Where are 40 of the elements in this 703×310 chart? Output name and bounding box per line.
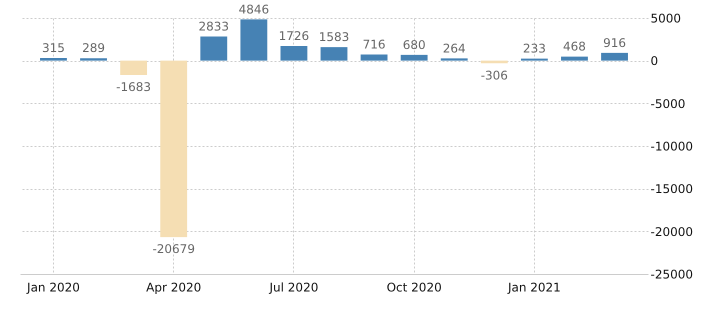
- y-tick-label: -20000: [650, 224, 694, 239]
- data-label: 2833: [198, 19, 230, 34]
- data-label: 1726: [278, 28, 310, 43]
- bar: [400, 54, 428, 61]
- bar: [120, 60, 148, 76]
- y-tick-label: -15000: [650, 182, 694, 196]
- x-tick-label: Jan 2020: [26, 280, 80, 294]
- bar: [40, 58, 67, 61]
- data-label: 233: [522, 42, 546, 56]
- x-tick-label: Jan 2021: [506, 280, 561, 294]
- data-label: -1683: [116, 80, 152, 94]
- bar: [160, 60, 188, 238]
- bar: [240, 19, 268, 61]
- data-label: 315: [42, 40, 65, 55]
- y-tick-label: 0: [650, 54, 658, 68]
- data-label: 1583: [318, 30, 350, 44]
- x-tick-label: Apr 2020: [146, 280, 202, 294]
- data-label: 4846: [238, 2, 270, 16]
- data-label: -306: [480, 68, 508, 82]
- bar: [80, 58, 107, 61]
- data-label: 916: [603, 36, 626, 50]
- data-label: 716: [362, 38, 386, 52]
- y-tick-label: -5000: [650, 96, 686, 111]
- y-tick-label: -10000: [650, 140, 694, 154]
- bar: [200, 36, 228, 61]
- y-tick-label: 5000: [650, 12, 682, 26]
- x-tick-label: Jul 2020: [268, 280, 318, 294]
- bar: [280, 46, 308, 61]
- y-tick-label: -25000: [650, 268, 694, 282]
- bar: [320, 47, 348, 61]
- bar: [561, 56, 588, 61]
- data-label: -20679: [152, 242, 195, 256]
- data-label: 289: [82, 41, 105, 56]
- data-label: 264: [442, 41, 466, 56]
- bar: [360, 54, 388, 61]
- data-label: 680: [402, 38, 426, 52]
- bar: [480, 60, 508, 64]
- x-tick-label: Oct 2020: [386, 280, 442, 294]
- bar: [601, 52, 628, 61]
- data-label: 468: [563, 40, 586, 54]
